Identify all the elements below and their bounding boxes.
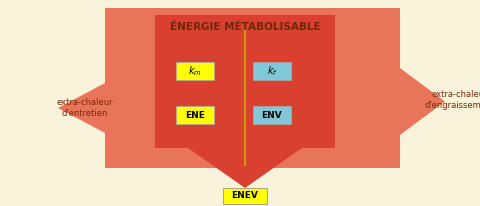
Text: ENE: ENE (185, 110, 205, 119)
Text: ENEV: ENEV (231, 192, 258, 200)
Text: ENV: ENV (262, 110, 282, 119)
Text: ÉNERGIE MÉTABOLISABLE: ÉNERGIE MÉTABOLISABLE (170, 22, 320, 32)
Bar (176, 62, 214, 80)
Bar (105, 8, 400, 168)
Polygon shape (58, 83, 145, 133)
Bar (253, 106, 291, 124)
Bar (223, 188, 267, 204)
Text: extra-chaleur
d'engraissement: extra-chaleur d'engraissement (425, 90, 480, 110)
Bar (253, 62, 291, 80)
Bar (176, 106, 214, 124)
Polygon shape (340, 68, 445, 135)
Polygon shape (155, 15, 335, 188)
Text: extra-chaleur
d'entretien: extra-chaleur d'entretien (57, 98, 113, 118)
Text: $k_f$: $k_f$ (266, 64, 277, 78)
Text: $k_m$: $k_m$ (188, 64, 202, 78)
